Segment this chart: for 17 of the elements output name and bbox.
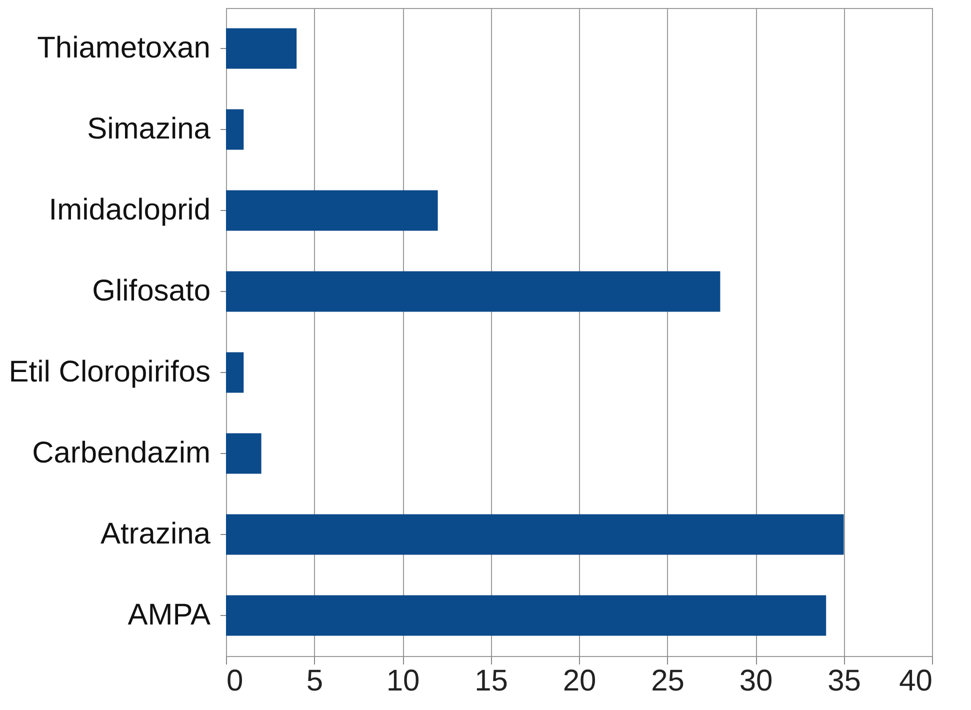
- x-tick-label: 30: [739, 664, 773, 698]
- x-tick-label: 5: [306, 664, 324, 698]
- y-tick-label: AMPA: [128, 598, 210, 632]
- y-tick-label: Imidacloprid: [48, 194, 210, 226]
- y-tick-label: Carbendazim: [32, 436, 210, 470]
- x-tick-label: 10: [386, 664, 420, 698]
- y-tick-label: Simazina: [87, 112, 211, 146]
- x-tick-label: 15: [474, 664, 508, 698]
- x-tick-label: 35: [828, 664, 861, 698]
- y-tick-label: Atrazina: [100, 518, 211, 550]
- x-tick-label: 25: [651, 664, 684, 698]
- y-tick-label: Glifosato: [92, 274, 210, 308]
- x-tick-label: 20: [562, 664, 596, 698]
- x-tick-label: 0: [226, 664, 244, 698]
- x-tick-label: 40: [899, 664, 932, 698]
- y-tick-label: Thiametoxan: [37, 32, 210, 64]
- y-tick-label: Etil Cloropirifos: [8, 356, 210, 388]
